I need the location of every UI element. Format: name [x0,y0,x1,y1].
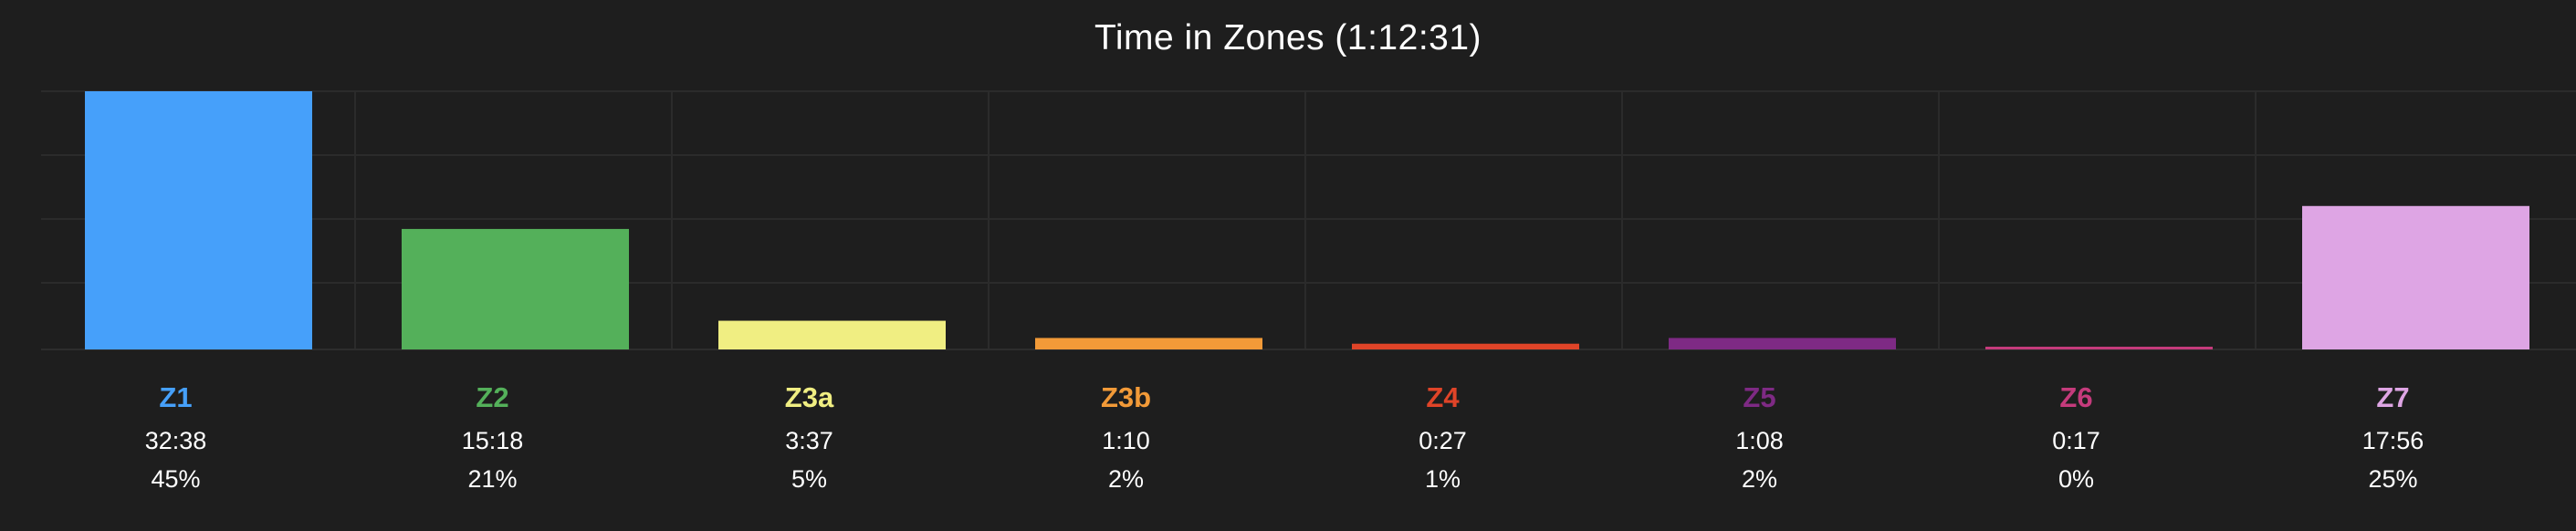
zone-percent-z1: 45% [151,465,200,493]
zone-label-z7: Z7 [2376,381,2409,413]
zone-time-z5: 1:08 [1735,427,1784,454]
zone-label-z3b: Z3b [1101,381,1151,413]
chart-title: Time in Zones (1:12:31) [1094,18,1482,57]
bar-z3b[interactable] [1035,338,1262,349]
zone-time-z7: 17:56 [2362,427,2424,454]
zone-percent-z2: 21% [467,465,517,493]
zone-time-z2: 15:18 [462,427,524,454]
zone-label-z5: Z5 [1743,381,1775,413]
zone-percent-z7: 25% [2368,465,2417,493]
zone-percent-z4: 1% [1425,465,1461,493]
zone-time-z1: 32:38 [145,427,207,454]
bar-z1[interactable] [85,91,312,349]
zone-label-z4: Z4 [1426,381,1460,413]
bar-z4[interactable] [1352,343,1579,349]
bar-z7[interactable] [2302,205,2529,349]
zone-label-z6: Z6 [2059,381,2092,413]
zone-label-z1: Z1 [159,381,192,413]
zone-time-z3a: 3:37 [785,427,833,454]
zone-percent-z5: 2% [1742,465,1777,493]
bar-z3a[interactable] [718,320,946,349]
zone-label-z3a: Z3a [785,381,834,413]
zone-percent-z3a: 5% [791,465,827,493]
zone-percent-z6: 0% [2058,465,2094,493]
bar-z6[interactable] [1985,347,2213,349]
bars [85,91,2529,349]
zone-time-z6: 0:17 [2052,427,2100,454]
zone-label-z2: Z2 [476,381,508,413]
bar-z2[interactable] [402,228,629,349]
zone-percent-z3b: 2% [1108,465,1144,493]
zone-labels: Z1 32:38 45% Z2 15:18 21% Z3a 3:37 5% Z3b 1:10 2% Z4… [145,381,2424,493]
zone-time-z4: 0:27 [1419,427,1467,454]
zone-time-z3b: 1:10 [1102,427,1150,454]
bar-z5[interactable] [1669,338,1896,349]
